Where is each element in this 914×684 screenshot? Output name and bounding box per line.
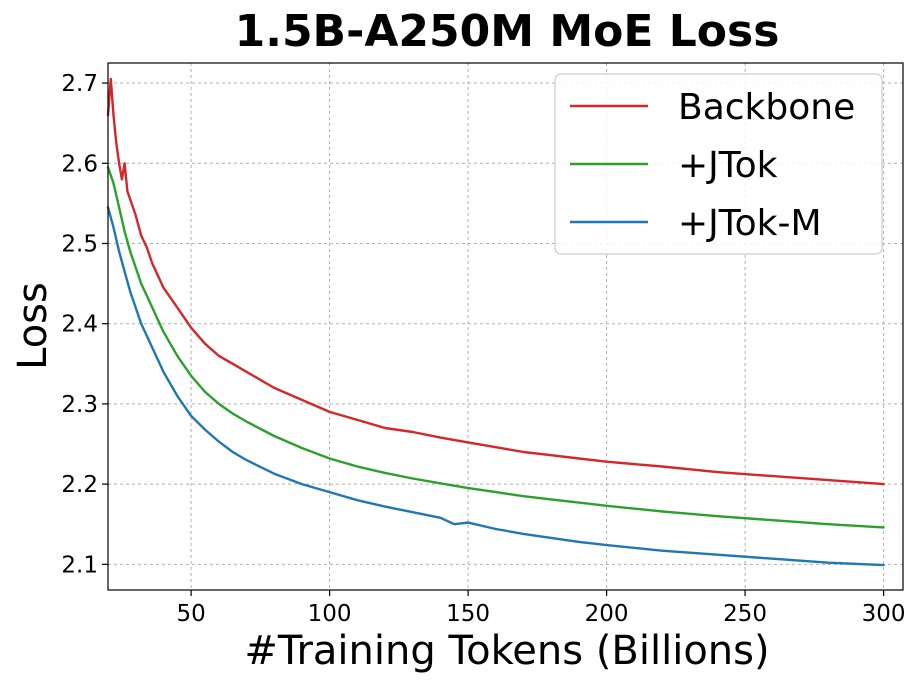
y-tick-label: 2.6 (61, 151, 98, 177)
chart-title: 1.5B-A250M MoE Loss (235, 6, 780, 57)
x-tick-label: 50 (176, 601, 205, 627)
x-tick-label: 300 (862, 601, 906, 627)
legend-label-2: +JTok-M (678, 203, 822, 244)
x-tick-label: 200 (585, 601, 629, 627)
y-tick-label: 2.3 (61, 392, 98, 418)
axis-ticks: 50 100 150 200 250 300 2.1 2.2 2.3 2.4 2.5 2.6 2.7 (61, 71, 905, 627)
y-axis-label: Loss (10, 282, 56, 370)
grid (108, 63, 903, 590)
series-line-0 (106, 77, 885, 486)
series-line-2 (106, 206, 885, 567)
legend-label-0: Backbone (678, 87, 855, 128)
y-tick-label: 2.4 (61, 312, 98, 338)
x-tick-label: 150 (446, 601, 490, 627)
y-tick-label: 2.7 (61, 71, 98, 97)
y-tick-label: 2.2 (61, 472, 98, 498)
x-tick-label: 250 (723, 601, 767, 627)
series-line-1 (106, 166, 885, 529)
x-tick-label: 100 (308, 601, 352, 627)
x-axis-label: #Training Tokens (Billions) (244, 628, 769, 674)
legend: Backbone +JTok +JTok-M (554, 73, 883, 255)
legend-label-1: +JTok (678, 145, 778, 186)
legend-box (554, 73, 883, 255)
y-tick-label: 2.1 (61, 552, 98, 578)
y-tick-label: 2.5 (61, 231, 98, 257)
plot-frame (107, 62, 904, 591)
series-lines (106, 77, 885, 567)
